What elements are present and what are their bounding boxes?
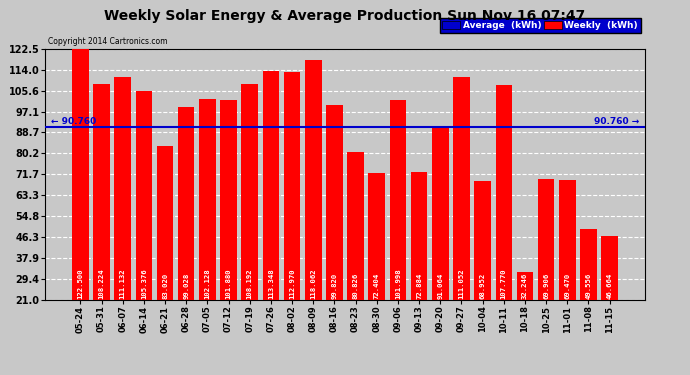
Bar: [538, 179, 554, 300]
Text: 112.970: 112.970: [289, 268, 295, 299]
Text: 111.132: 111.132: [120, 268, 126, 299]
Text: 68.952: 68.952: [480, 273, 486, 299]
Bar: [115, 77, 131, 300]
Text: 101.880: 101.880: [226, 268, 232, 299]
Text: 99.028: 99.028: [184, 273, 189, 299]
Text: 113.348: 113.348: [268, 268, 274, 299]
Bar: [178, 107, 195, 300]
Text: 32.246: 32.246: [522, 273, 528, 299]
Text: 118.062: 118.062: [310, 268, 316, 299]
Text: 72.884: 72.884: [416, 273, 422, 299]
Bar: [580, 230, 597, 300]
Bar: [199, 99, 216, 300]
Text: 111.052: 111.052: [458, 268, 464, 299]
Bar: [93, 84, 110, 300]
Text: 99.820: 99.820: [331, 273, 337, 299]
Text: 91.064: 91.064: [437, 273, 443, 299]
Text: 101.998: 101.998: [395, 268, 401, 299]
Bar: [453, 77, 470, 300]
Text: 83.020: 83.020: [162, 273, 168, 299]
Bar: [72, 49, 88, 300]
Bar: [432, 127, 448, 300]
Bar: [326, 105, 343, 300]
Bar: [263, 71, 279, 300]
Text: 108.224: 108.224: [99, 268, 105, 299]
Legend: Average  (kWh), Weekly  (kWh): Average (kWh), Weekly (kWh): [440, 18, 640, 33]
Text: 69.470: 69.470: [564, 273, 570, 299]
Bar: [602, 237, 618, 300]
Bar: [136, 91, 152, 300]
Text: 72.404: 72.404: [374, 273, 380, 299]
Text: 122.500: 122.500: [77, 268, 83, 299]
Text: 80.826: 80.826: [353, 273, 359, 299]
Text: 107.770: 107.770: [501, 268, 506, 299]
Bar: [495, 85, 512, 300]
Bar: [241, 84, 258, 300]
Bar: [157, 147, 173, 300]
Bar: [347, 152, 364, 300]
Bar: [517, 272, 533, 300]
Bar: [559, 180, 575, 300]
Bar: [220, 100, 237, 300]
Text: Weekly Solar Energy & Average Production Sun Nov 16 07:47: Weekly Solar Energy & Average Production…: [104, 9, 586, 23]
Text: 49.556: 49.556: [585, 273, 591, 299]
Text: 105.376: 105.376: [141, 268, 147, 299]
Text: 90.760 →: 90.760 →: [594, 117, 639, 126]
Bar: [474, 181, 491, 300]
Text: 69.906: 69.906: [543, 273, 549, 299]
Bar: [411, 172, 427, 300]
Text: Copyright 2014 Cartronics.com: Copyright 2014 Cartronics.com: [48, 37, 168, 46]
Text: 102.128: 102.128: [204, 268, 210, 299]
Bar: [305, 60, 322, 300]
Text: 108.192: 108.192: [247, 268, 253, 299]
Bar: [368, 173, 385, 300]
Bar: [390, 99, 406, 300]
Text: ← 90.760: ← 90.760: [51, 117, 96, 126]
Bar: [284, 72, 300, 300]
Text: 46.664: 46.664: [607, 273, 613, 299]
